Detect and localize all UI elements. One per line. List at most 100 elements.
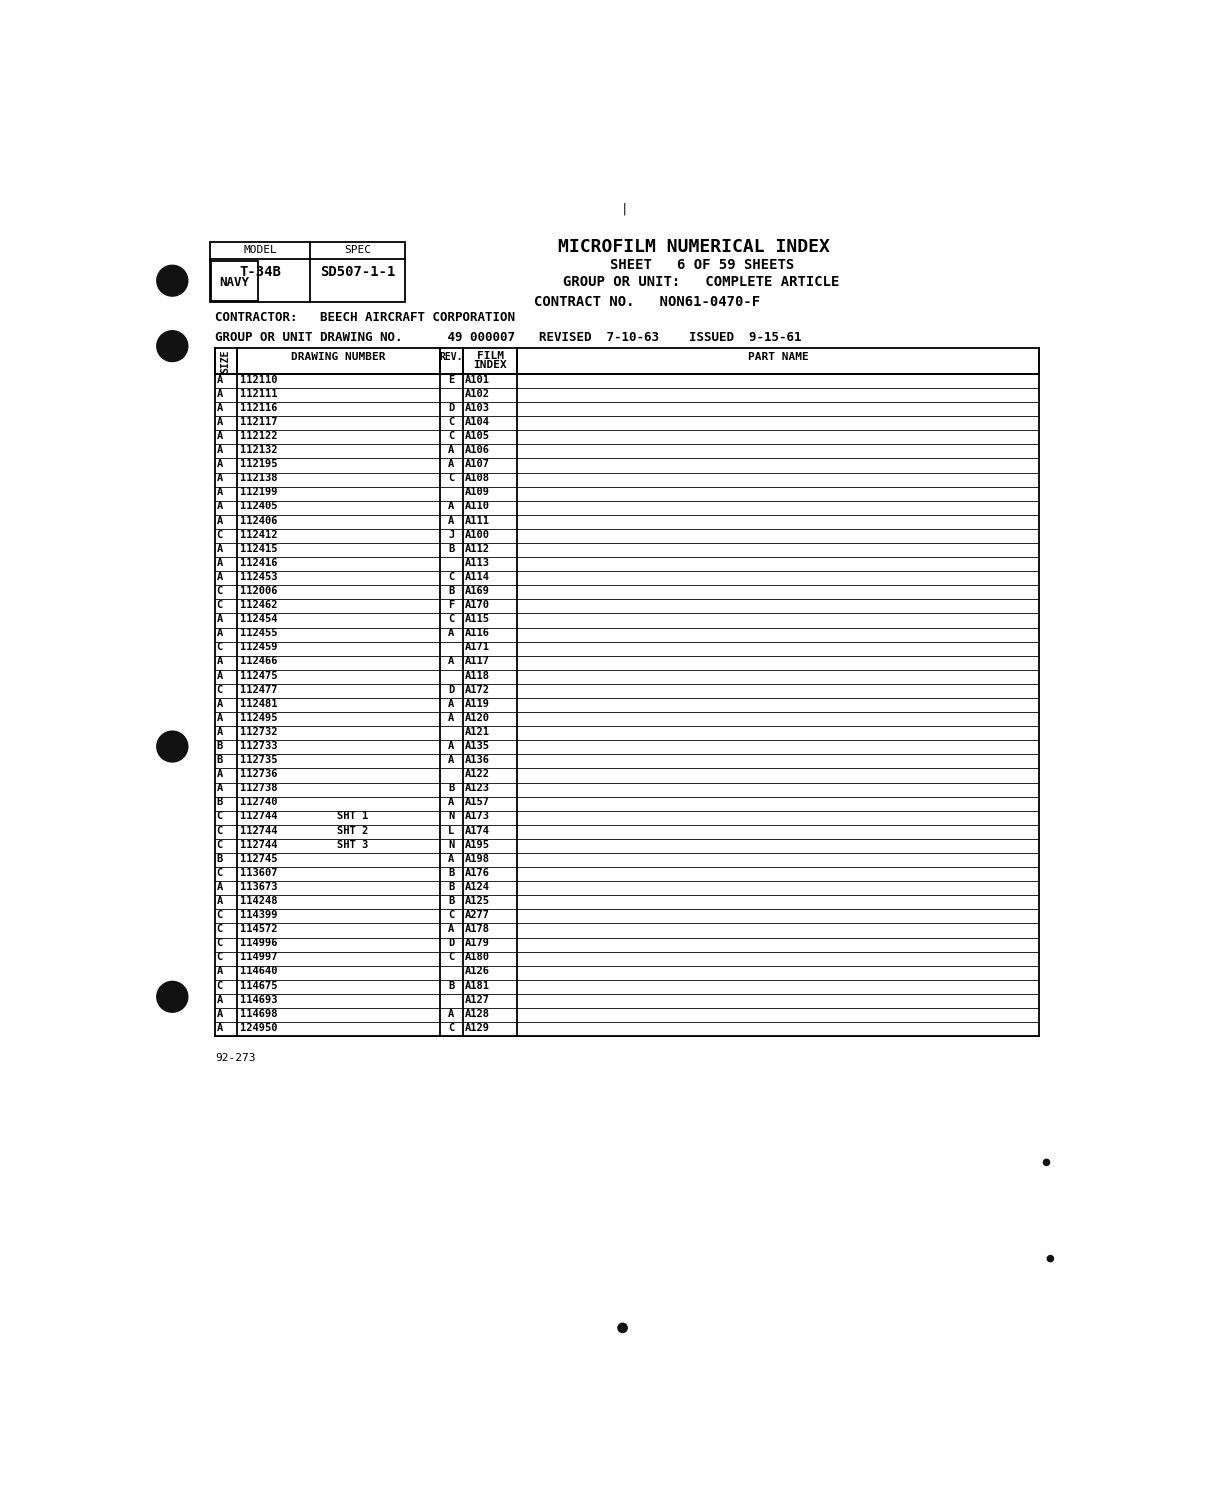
Text: T-34B: T-34B xyxy=(239,265,281,280)
Text: A180: A180 xyxy=(465,953,490,962)
Circle shape xyxy=(156,981,188,1013)
Text: C: C xyxy=(217,938,223,948)
Text: 112416: 112416 xyxy=(240,558,277,567)
Text: A: A xyxy=(217,769,223,780)
Text: D: D xyxy=(448,403,454,412)
Text: INDEX: INDEX xyxy=(474,360,507,370)
Text: A: A xyxy=(217,628,223,638)
Text: A: A xyxy=(217,558,223,567)
Text: C: C xyxy=(448,430,454,441)
Text: A124: A124 xyxy=(465,882,490,892)
Text: C: C xyxy=(217,643,223,652)
Text: A157: A157 xyxy=(465,798,490,807)
Text: 114248: 114248 xyxy=(240,895,277,906)
Text: C: C xyxy=(217,924,223,935)
Text: A: A xyxy=(217,572,223,582)
Text: A110: A110 xyxy=(465,501,490,512)
Circle shape xyxy=(156,331,188,361)
Text: A108: A108 xyxy=(465,473,490,483)
Text: A129: A129 xyxy=(465,1023,490,1032)
Text: A: A xyxy=(217,388,223,399)
Text: 112454: 112454 xyxy=(240,614,277,625)
Text: REVISED  7-10-63    ISSUED  9-15-61: REVISED 7-10-63 ISSUED 9-15-61 xyxy=(539,331,802,343)
Text: A119: A119 xyxy=(465,698,490,709)
Text: 112138: 112138 xyxy=(240,473,277,483)
Text: 112195: 112195 xyxy=(240,459,277,470)
Text: A: A xyxy=(217,375,223,385)
Text: FILM: FILM xyxy=(477,351,504,361)
Text: 112405: 112405 xyxy=(240,501,277,512)
Text: B: B xyxy=(217,756,223,765)
Text: 113673: 113673 xyxy=(240,882,277,892)
Text: C: C xyxy=(448,614,454,625)
Text: A: A xyxy=(217,473,223,483)
Text: A: A xyxy=(448,713,454,722)
Text: A117: A117 xyxy=(465,656,490,667)
Circle shape xyxy=(156,731,188,762)
Text: L: L xyxy=(448,826,454,835)
Text: A170: A170 xyxy=(465,600,490,610)
Text: SHT 3: SHT 3 xyxy=(338,840,368,850)
Text: C: C xyxy=(217,981,223,990)
Text: 92-273: 92-273 xyxy=(214,1054,256,1063)
Text: A: A xyxy=(217,445,223,455)
Text: D: D xyxy=(448,938,454,948)
Text: C: C xyxy=(217,811,223,822)
Text: 112412: 112412 xyxy=(240,530,277,540)
Text: N: N xyxy=(448,840,454,850)
Text: A127: A127 xyxy=(465,995,490,1005)
Text: A113: A113 xyxy=(465,558,490,567)
Bar xyxy=(210,242,404,303)
Text: A128: A128 xyxy=(465,1008,490,1019)
Text: 112116: 112116 xyxy=(240,403,277,412)
Text: A105: A105 xyxy=(465,430,490,441)
Text: B: B xyxy=(448,981,454,990)
Text: REV.: REV. xyxy=(440,352,463,361)
Text: 112744: 112744 xyxy=(240,826,277,835)
Text: C: C xyxy=(217,530,223,540)
Text: C: C xyxy=(448,953,454,962)
Text: CONTRACT NO.   NON61-0470-F: CONTRACT NO. NON61-0470-F xyxy=(534,295,761,309)
Text: C: C xyxy=(448,911,454,920)
Text: PART NAME: PART NAME xyxy=(747,352,808,361)
Text: 112117: 112117 xyxy=(240,417,277,427)
Text: C: C xyxy=(448,1023,454,1032)
Text: 112110: 112110 xyxy=(240,375,277,385)
Text: A101: A101 xyxy=(465,375,490,385)
Text: MODEL: MODEL xyxy=(243,245,277,256)
Text: A122: A122 xyxy=(465,769,490,780)
Text: 112733: 112733 xyxy=(240,740,277,751)
Circle shape xyxy=(156,265,188,296)
Text: A112: A112 xyxy=(465,543,490,554)
Text: 112745: 112745 xyxy=(240,853,277,864)
Text: A: A xyxy=(217,966,223,977)
Text: A: A xyxy=(217,488,223,497)
Text: A: A xyxy=(217,543,223,554)
Text: A: A xyxy=(217,403,223,412)
Text: 112466: 112466 xyxy=(240,656,277,667)
Text: C: C xyxy=(217,868,223,877)
Text: C: C xyxy=(217,953,223,962)
Text: A: A xyxy=(448,756,454,765)
Text: 112462: 112462 xyxy=(240,600,277,610)
Text: NAVY: NAVY xyxy=(219,275,249,289)
Text: SHT 2: SHT 2 xyxy=(338,826,368,835)
Text: 112199: 112199 xyxy=(240,488,277,497)
Text: C: C xyxy=(217,685,223,695)
Text: 113607: 113607 xyxy=(240,868,277,877)
Text: D: D xyxy=(448,685,454,695)
Text: A: A xyxy=(217,671,223,680)
Text: DRAWING NUMBER: DRAWING NUMBER xyxy=(291,352,385,361)
Text: A111: A111 xyxy=(465,516,490,525)
Bar xyxy=(211,260,258,301)
Text: 112459: 112459 xyxy=(240,643,277,652)
Text: B: B xyxy=(217,740,223,751)
Text: A: A xyxy=(217,501,223,512)
Text: A: A xyxy=(217,995,223,1005)
Text: SHEET   6 OF 59 SHEETS: SHEET 6 OF 59 SHEETS xyxy=(609,257,793,271)
Text: A195: A195 xyxy=(465,840,490,850)
Text: A172: A172 xyxy=(465,685,490,695)
Text: A115: A115 xyxy=(465,614,490,625)
Text: B: B xyxy=(217,853,223,864)
Text: SD507-1-1: SD507-1-1 xyxy=(320,265,395,280)
